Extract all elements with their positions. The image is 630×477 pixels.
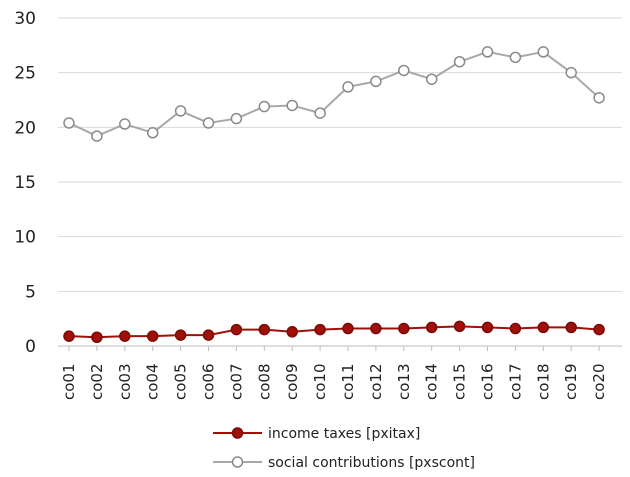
legend-label: social contributions [pxscont] <box>268 455 475 471</box>
x-tick-label: co20 <box>590 363 608 400</box>
data-point <box>425 321 438 334</box>
x-tick-label: co04 <box>144 363 162 400</box>
data-point <box>453 55 466 68</box>
x-tick-label: co19 <box>562 363 580 400</box>
legend-marker <box>231 427 244 439</box>
data-point <box>509 322 522 335</box>
legend: income taxes [pxitax] social contribution… <box>213 426 475 471</box>
data-point <box>146 127 159 139</box>
data-point <box>174 105 187 117</box>
x-tick-label: co06 <box>200 363 218 400</box>
data-point <box>258 323 271 336</box>
data-point <box>537 46 550 58</box>
y-tick-label: 15 <box>14 173 36 193</box>
x-tick-label: co18 <box>534 363 552 400</box>
data-point <box>370 75 382 88</box>
data-point <box>453 320 466 333</box>
data-point <box>398 322 410 335</box>
x-tick-label: co03 <box>116 363 134 400</box>
data-point <box>202 329 215 341</box>
data-point <box>286 99 298 112</box>
series-0 <box>63 320 605 344</box>
y-tick-label: 20 <box>14 118 36 138</box>
data-point <box>425 73 438 85</box>
data-point <box>565 66 577 79</box>
data-point <box>314 107 326 119</box>
x-tick-label: co15 <box>451 363 469 400</box>
data-point <box>230 112 243 125</box>
data-point <box>593 92 605 104</box>
data-point <box>509 51 522 64</box>
data-point <box>91 130 103 142</box>
data-point <box>63 117 75 129</box>
x-tick-label: co10 <box>311 363 329 400</box>
data-point <box>314 323 326 336</box>
data-point <box>342 81 354 93</box>
legend-label: income taxes [pxitax] <box>268 426 420 442</box>
x-tick-label: co16 <box>479 363 497 400</box>
y-tick-label: 25 <box>14 64 36 84</box>
x-tick-label: co02 <box>88 363 106 400</box>
x-tick-label: co07 <box>227 363 245 400</box>
data-point <box>565 321 577 334</box>
data-point <box>63 330 75 342</box>
axes: 0 5 10 15 20 25 30 co01 co02 co03 co04 co05 co06 co07… <box>14 9 608 400</box>
x-tick-label: co17 <box>506 363 524 400</box>
data-point <box>146 330 159 342</box>
data-point <box>481 321 494 334</box>
data-point <box>593 323 605 336</box>
y-tick-label: 10 <box>14 228 36 248</box>
series-lines <box>63 46 605 344</box>
data-point <box>481 46 494 58</box>
x-tick-label: co05 <box>172 363 190 400</box>
data-point <box>286 326 298 338</box>
data-point <box>342 322 354 335</box>
data-point <box>174 329 187 341</box>
x-tick-label: co09 <box>283 363 301 400</box>
series-line <box>68 50 600 138</box>
data-point <box>119 330 131 342</box>
data-point <box>119 118 131 130</box>
data-point <box>258 100 271 113</box>
x-tick-label: co01 <box>60 363 78 400</box>
legend-item: income taxes [pxitax] <box>213 426 420 442</box>
x-tick-label: co08 <box>255 363 273 400</box>
legend-marker <box>231 456 244 468</box>
data-point <box>398 64 410 77</box>
grid-lines <box>58 17 622 347</box>
data-point <box>370 322 382 335</box>
x-tick-label: co12 <box>367 363 385 400</box>
data-point <box>202 117 215 129</box>
series-1 <box>63 46 605 142</box>
x-tick-label: co14 <box>423 363 441 400</box>
y-tick-label: 0 <box>25 337 36 357</box>
legend-item: social contributions [pxscont] <box>213 455 475 471</box>
data-point <box>230 323 243 336</box>
data-point <box>91 331 103 344</box>
data-point <box>537 321 550 334</box>
x-tick-label: co13 <box>395 363 413 400</box>
y-tick-label: 30 <box>14 9 36 29</box>
x-tick-label: co11 <box>339 363 357 400</box>
y-tick-label: 5 <box>25 282 36 302</box>
